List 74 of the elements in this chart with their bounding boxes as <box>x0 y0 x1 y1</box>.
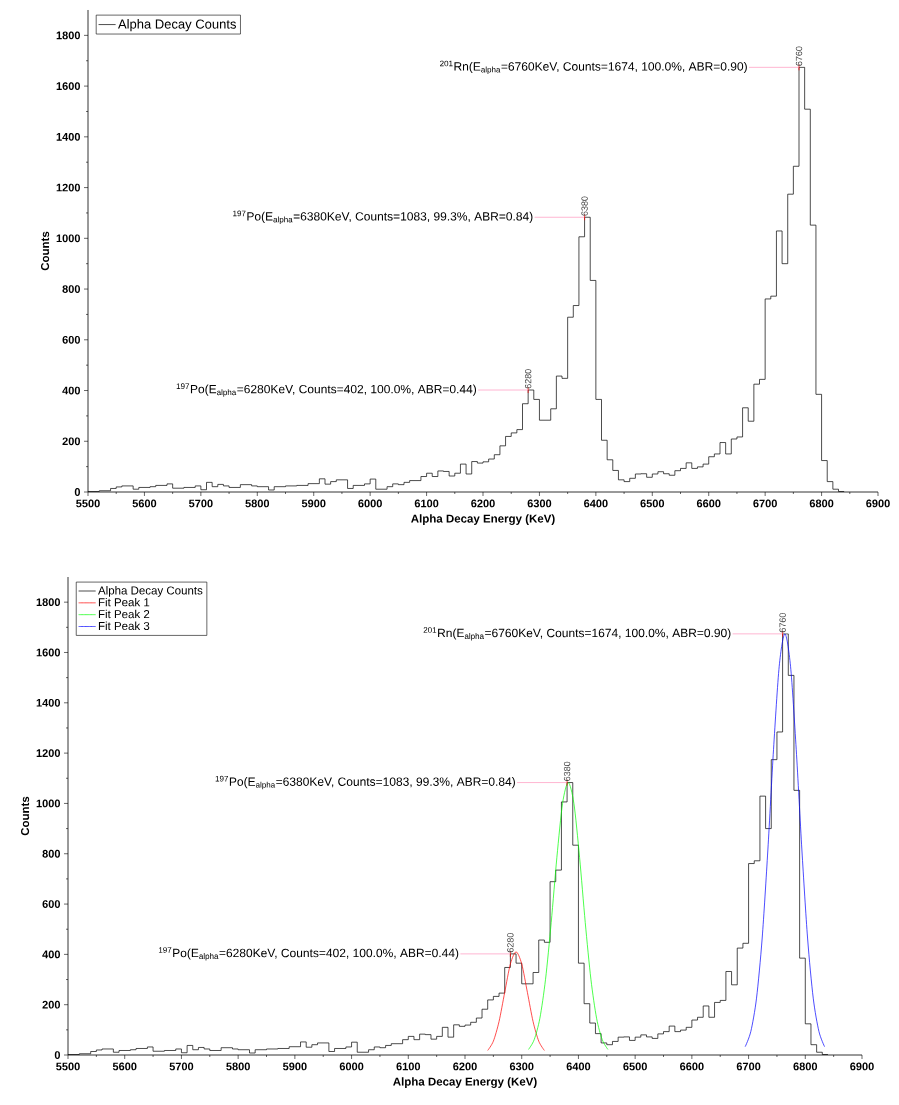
legend-label: Alpha Decay Counts <box>98 586 203 597</box>
x-tick-label: 5600 <box>132 499 157 508</box>
x-tick-label: 6400 <box>566 1062 591 1071</box>
y-tick-label: 1600 <box>56 82 81 90</box>
legend-label: Alpha Decay Counts <box>118 19 236 32</box>
x-tick-label: 6500 <box>640 499 665 508</box>
annotation: 6380 <box>581 196 588 216</box>
x-tick-label: 5800 <box>226 1062 250 1071</box>
y-tick-label: 400 <box>62 386 81 395</box>
x-tick-label: 5900 <box>282 1062 307 1071</box>
y-tick-label: 1800 <box>56 31 81 40</box>
annotation: $^{197}$Po(E$_{alpha}$=6380KeV, Counts=1083, 99.3%, ABR=0.84) <box>215 775 515 790</box>
x-tick-label: 5500 <box>56 1062 80 1071</box>
annotation: 6760 <box>795 46 803 66</box>
annotation: 6380 <box>563 761 571 781</box>
x-tick-label: 5500 <box>76 499 100 508</box>
x-tick-label: 6400 <box>584 499 608 508</box>
x-tick-label: 6700 <box>736 1062 761 1071</box>
x-axis-title: Alpha Decay Energy (KeV) <box>393 1077 537 1088</box>
y-tick-label: 200 <box>62 437 81 446</box>
legend-label: Fit Peak 2 <box>98 609 150 619</box>
y-tick-label: 600 <box>42 900 61 908</box>
x-tick-label: 5900 <box>301 499 326 508</box>
x-tick-label: 6100 <box>414 499 439 508</box>
x-tick-label: 6200 <box>471 499 495 508</box>
x-tick-label: 6200 <box>453 1062 477 1071</box>
y-tick-label: 1200 <box>36 749 61 758</box>
y-tick-label: 600 <box>62 335 81 344</box>
x-tick-label: 6000 <box>339 1062 364 1071</box>
annotation: 6280 <box>524 369 532 389</box>
line-series <box>528 782 609 1050</box>
line-series <box>744 633 825 1048</box>
x-tick-label: 5600 <box>112 1062 137 1071</box>
annotation: 6280 <box>507 933 514 953</box>
y-tick-label: 200 <box>42 1000 61 1009</box>
x-tick-label: 6900 <box>850 1062 874 1071</box>
x-tick-label: 5800 <box>245 499 270 508</box>
y-tick-label: 0 <box>54 1051 61 1059</box>
x-tick-label: 6900 <box>866 499 890 508</box>
x-tick-label: 6100 <box>396 1062 421 1071</box>
annotation: $^{201}$Rn(E$_{alpha}$=6760KeV, Counts=1674, 100.0%, ABR=0.90) <box>440 60 747 75</box>
annotation: $^{201}$Rn(E$_{alpha}$=6760KeV, Counts=1674, 100.0%, ABR=0.90) <box>423 627 731 641</box>
x-tick-label: 5700 <box>169 1062 194 1071</box>
y-tick-label: 800 <box>42 849 61 858</box>
x-tick-label: 6800 <box>793 1062 818 1071</box>
line-series <box>487 951 545 1051</box>
y-tick-label: 1400 <box>56 132 81 141</box>
annotation: 6760 <box>779 612 786 633</box>
x-tick-label: 6600 <box>696 499 721 508</box>
x-tick-label: 6300 <box>509 1062 534 1071</box>
y-axis-title: Counts <box>20 796 30 836</box>
x-tick-label: 6600 <box>680 1062 704 1071</box>
annotation: $^{197}$Po(E$_{alpha}$=6380KeV, Counts=1083, 99.3%, ABR=0.84) <box>233 210 533 224</box>
x-tick-label: 6300 <box>527 499 552 508</box>
y-tick-label: 1400 <box>36 698 61 707</box>
x-tick-label: 6800 <box>809 499 834 508</box>
y-axis-title: Counts <box>40 231 50 271</box>
legend-label: Fit Peak 1 <box>98 597 150 607</box>
y-tick-label: 1600 <box>36 648 61 657</box>
x-axis-title: Alpha Decay Energy (KeV) <box>411 514 555 525</box>
y-tick-label: 0 <box>74 488 81 496</box>
y-tick-label: 1000 <box>36 799 61 808</box>
x-tick-label: 5700 <box>188 499 213 508</box>
y-tick-label: 1800 <box>36 598 61 607</box>
annotation: $^{197}$Po(E$_{alpha}$=6280KeV, Counts=402, 100.0%, ABR=0.44) <box>158 947 459 961</box>
annotation: $^{197}$Po(E$_{alpha}$=6280KeV, Counts=402, 100.0%, ABR=0.44) <box>176 383 477 397</box>
legend-label: Fit Peak 3 <box>98 621 150 631</box>
x-tick-label: 6500 <box>623 1062 647 1071</box>
y-tick-label: 1000 <box>56 234 81 243</box>
x-tick-label: 6000 <box>358 499 382 508</box>
x-tick-label: 6700 <box>753 499 777 508</box>
y-tick-label: 400 <box>42 950 61 959</box>
y-tick-label: 1200 <box>56 183 81 192</box>
y-tick-label: 800 <box>62 285 81 293</box>
